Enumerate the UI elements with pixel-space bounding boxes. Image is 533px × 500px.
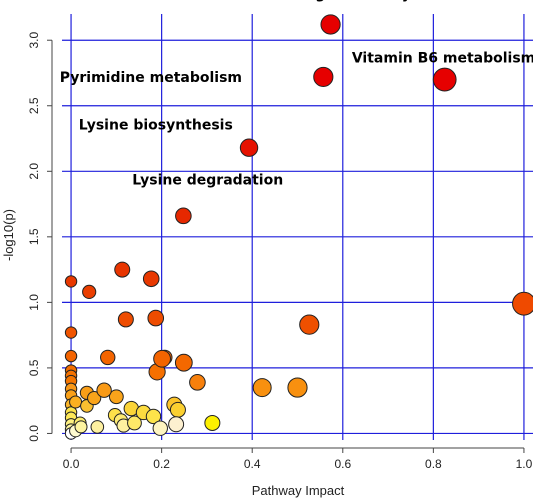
data-point: [287, 377, 308, 398]
annotation-label: Arginine biosynthesis: [298, 0, 469, 2]
y-tick-label: 0.0: [27, 425, 41, 442]
x-tick-label: 0.8: [425, 457, 442, 471]
grid-lines: [62, 14, 533, 440]
x-axis-title: Pathway Impact: [252, 483, 345, 498]
data-point: [152, 420, 168, 436]
data-point: [169, 401, 186, 418]
y-tick-label: 0.5: [27, 359, 41, 376]
data-point: [114, 261, 131, 278]
data-point: [74, 420, 88, 434]
x-tick-label: 0.4: [244, 457, 261, 471]
y-tick-label: 2.0: [27, 163, 41, 180]
data-point: [90, 420, 105, 434]
y-tick-label: 3.0: [27, 32, 41, 49]
data-point: [96, 382, 112, 398]
annotation-label: Lysine degradation: [132, 172, 283, 188]
data-point: [142, 270, 160, 288]
axes: 0.0 0.2 0.4 0.6 0.8 1.0 0.0 0.5 1.0 1.5 2.0 2.5 3.0: [27, 32, 533, 471]
data-point: [147, 309, 165, 327]
x-tick-label: 0.6: [334, 457, 351, 471]
data-point: [189, 374, 206, 391]
y-axis-title: -log10(p): [1, 209, 16, 261]
data-point: [512, 291, 533, 316]
data-points: [64, 14, 533, 440]
data-point: [174, 353, 193, 372]
data-point: [82, 284, 97, 299]
annotations: Arginine biosynthesis Vitamin B6 metaboli…: [60, 0, 533, 188]
data-point: [153, 349, 171, 368]
x-tick-label: 0.0: [63, 457, 80, 471]
data-point: [64, 326, 78, 339]
data-point: [87, 390, 102, 406]
data-point: [64, 349, 78, 363]
data-point: [168, 416, 185, 433]
data-point: [313, 66, 334, 88]
data-point: [299, 314, 320, 335]
x-tick-label: 0.2: [153, 457, 170, 471]
y-tick-label: 1.5: [27, 228, 41, 245]
data-point: [175, 207, 192, 225]
data-point: [64, 275, 78, 288]
data-point: [252, 378, 272, 398]
data-point: [117, 311, 134, 328]
data-point: [69, 395, 83, 409]
y-tick-label: 2.5: [27, 97, 41, 114]
data-point: [320, 14, 341, 35]
data-point: [100, 349, 116, 366]
x-tick-label: 1.0: [516, 457, 533, 471]
data-point: [127, 415, 142, 431]
data-point: [145, 408, 162, 425]
data-point: [432, 67, 457, 92]
annotation-label: Lysine biosynthesis: [79, 117, 233, 133]
annotation-label: Vitamin B6 metabolism: [352, 50, 533, 66]
data-point: [239, 138, 259, 157]
annotation-label: Pyrimidine metabolism: [60, 70, 242, 86]
data-point: [204, 414, 221, 431]
data-point: [108, 389, 124, 405]
y-tick-label: 1.0: [27, 294, 41, 311]
